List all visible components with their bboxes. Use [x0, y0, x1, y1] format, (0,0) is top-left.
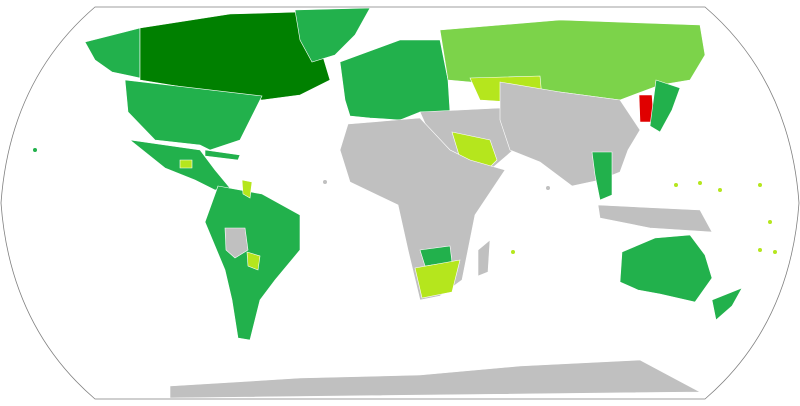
- island-marker: [546, 186, 550, 190]
- island-marker: [323, 180, 327, 184]
- region-bolivia: [224, 227, 249, 259]
- region-japan: [649, 79, 681, 133]
- region-new-zealand: [711, 287, 743, 321]
- region-usa: [124, 79, 263, 151]
- island-marker: [773, 250, 777, 254]
- region-alaska: [84, 27, 141, 79]
- region-australia: [619, 234, 713, 303]
- island-marker: [511, 250, 515, 254]
- region-southeast-asia: [591, 151, 613, 201]
- region-indonesia: [597, 204, 713, 233]
- region-madagascar: [477, 239, 491, 277]
- region-paraguay: [246, 251, 261, 271]
- island-marker: [718, 188, 722, 192]
- region-south-africa: [414, 259, 461, 299]
- region-antarctica: [169, 359, 701, 399]
- island-marker: [698, 181, 702, 185]
- region-caribbean: [204, 149, 241, 161]
- region-guyana: [241, 179, 253, 199]
- island-marker: [674, 183, 678, 187]
- island-marker: [768, 220, 772, 224]
- island-marker: [758, 248, 762, 252]
- region-greenland: [294, 7, 371, 63]
- region-central-america-highlight: [179, 159, 193, 169]
- island-marker: [758, 183, 762, 187]
- island-marker: [33, 148, 37, 152]
